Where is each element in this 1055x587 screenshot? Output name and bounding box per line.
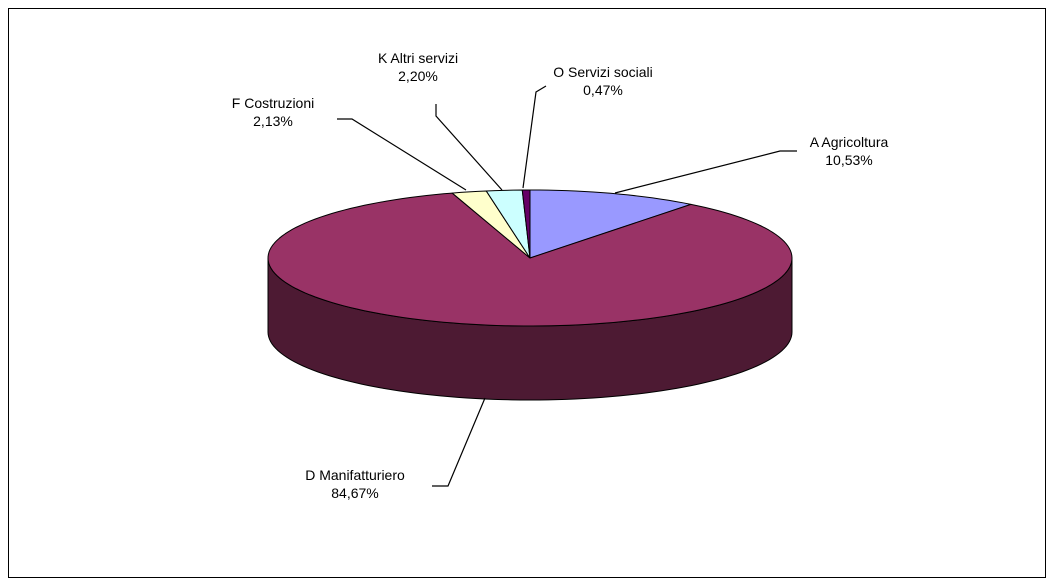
slice-percent-1: 10,53% <box>825 152 872 168</box>
leader-line-1 <box>614 150 797 194</box>
leader-line-5 <box>522 85 547 189</box>
leader-line-2 <box>432 397 486 487</box>
slice-label-3: F Costruzioni <box>232 95 314 111</box>
slice-label-5: O Servizi sociali <box>553 64 653 80</box>
leader-line-3 <box>337 118 467 191</box>
leader-line-4 <box>435 104 503 191</box>
pie-slice-2 <box>267 192 793 327</box>
slice-percent-3: 2,13% <box>253 113 293 129</box>
pie-top-faces <box>267 189 793 327</box>
pie-slice-5 <box>521 189 531 259</box>
slice-percent-2: 84,67% <box>331 485 378 501</box>
slice-label-2: D Manifatturiero <box>305 467 405 483</box>
slice-label-4: K Altri servizi <box>378 50 458 66</box>
pie-slice-1 <box>529 189 692 259</box>
slice-percent-4: 2,20% <box>398 68 438 84</box>
slice-label-1: A Agricoltura <box>810 134 889 150</box>
pie-labels: A Agricoltura 10,53% D Manifatturiero 84,67… <box>232 50 889 501</box>
slice-percent-5: 0,47% <box>583 82 623 98</box>
